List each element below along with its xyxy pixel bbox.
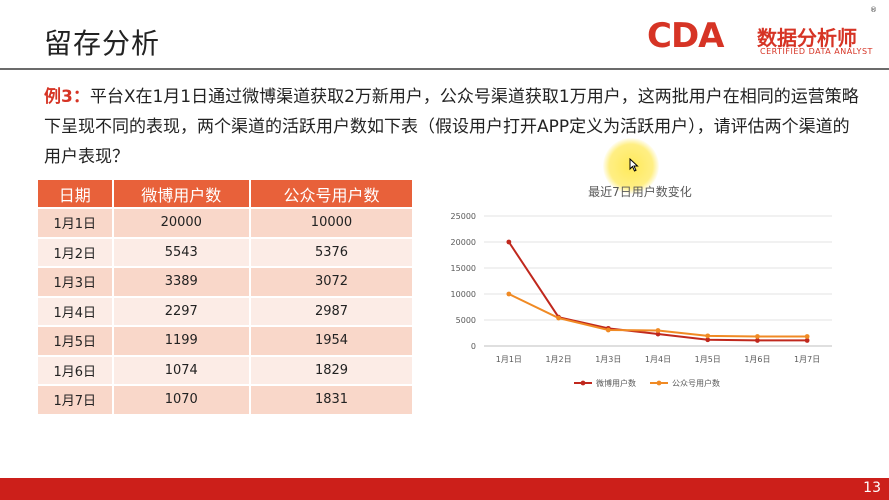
cell-date: 1月7日 (38, 384, 114, 414)
table-row: 1月3日 3389 3072 (38, 266, 412, 297)
table-header-row: 日期 微博用户数 公众号用户数 (38, 180, 412, 208)
y-tick-label: 20000 (451, 238, 476, 247)
header-wechat: 公众号用户数 (249, 180, 412, 208)
cell-wechat: 1829 (249, 354, 412, 385)
legend-marker-0 (580, 380, 586, 386)
x-tick-label: 1月7日 (794, 355, 820, 364)
cell-date: 1月2日 (38, 236, 114, 267)
series-point-1 (755, 334, 760, 339)
x-tick-label: 1月2日 (545, 355, 571, 364)
user-count-table: 日期 微博用户数 公众号用户数 1月1日 20000 10000 1月2日 55… (38, 180, 412, 414)
x-tick-label: 1月5日 (695, 355, 721, 364)
header-weibo: 微博用户数 (112, 180, 251, 208)
header-divider (0, 68, 889, 70)
cell-weibo: 5543 (112, 236, 251, 267)
series-point-1 (804, 334, 810, 339)
line-chart: 最近7日用户数变化 0 5000 10000 15000 20000 25000 1月1日 1月… (451, 184, 832, 388)
logo-chinese: 数据分析师 (757, 26, 857, 50)
legend-label-0: 微博用户数 (596, 378, 636, 388)
cell-date: 1月3日 (38, 266, 114, 297)
y-tick-label: 0 (471, 342, 476, 351)
table-row: 1月2日 5543 5376 (38, 236, 412, 267)
cell-wechat: 5376 (249, 236, 412, 267)
cell-wechat: 3072 (249, 266, 412, 297)
legend-label-1: 公众号用户数 (672, 378, 720, 388)
y-tick-label: 10000 (451, 290, 476, 299)
cell-wechat: 2987 (249, 295, 412, 326)
table-row: 1月1日 20000 10000 (38, 207, 412, 238)
series-point-0 (705, 337, 711, 343)
logo-letters: CDA (647, 16, 724, 56)
cell-date: 1月6日 (38, 354, 114, 385)
cell-weibo: 1074 (112, 354, 251, 385)
cell-date: 1月4日 (38, 295, 114, 326)
series-point-1 (605, 327, 611, 333)
cell-weibo: 20000 (112, 207, 251, 238)
cell-date: 1月5日 (38, 325, 114, 356)
page-number: 13 (863, 480, 881, 496)
x-tick-label: 1月6日 (744, 355, 770, 364)
cell-weibo: 1070 (112, 384, 251, 414)
series-point-0 (804, 338, 810, 343)
cda-logo: CDA 数据分析师 CERTIFIED DATA ANALYST ® (647, 6, 877, 62)
cell-weibo: 2297 (112, 295, 251, 326)
example-text: 平台X在1月1日通过微博渠道获取2万新用户，公众号渠道获取1万用户，这两批用户在… (44, 87, 859, 167)
x-tick-label: 1月4日 (645, 355, 671, 364)
cell-wechat: 1954 (249, 325, 412, 356)
cell-wechat: 1831 (249, 384, 412, 414)
series-point-0 (655, 331, 661, 337)
x-tick-label: 1月3日 (595, 355, 621, 364)
y-tick-label: 5000 (456, 316, 476, 325)
chart-title: 最近7日用户数变化 (588, 184, 692, 199)
series-point-1 (506, 291, 512, 297)
series-point-0 (755, 338, 760, 343)
series-point-1 (655, 328, 661, 333)
legend-marker-1 (656, 380, 662, 386)
table-row: 1月4日 2297 2987 (38, 295, 412, 326)
y-tick-label: 15000 (451, 264, 476, 273)
table-row: 1月7日 1070 1831 (38, 384, 412, 414)
x-tick-label: 1月1日 (496, 355, 522, 364)
logo-english: CERTIFIED DATA ANALYST (760, 47, 873, 56)
series-point-1 (556, 315, 561, 321)
footer-bar: 13 (0, 478, 889, 500)
cell-wechat: 10000 (249, 207, 412, 238)
example-label: 例3： (44, 87, 90, 107)
registered-mark: ® (870, 6, 877, 14)
cell-date: 1月1日 (38, 207, 114, 238)
page-title: 留存分析 (44, 27, 161, 60)
series-point-0 (506, 239, 512, 245)
series-point-1 (705, 333, 711, 339)
cell-weibo: 1199 (112, 325, 251, 356)
mouse-pointer-icon (629, 158, 639, 172)
intro-paragraph: 例3：平台X在1月1日通过微博渠道获取2万新用户，公众号渠道获取1万用户，这两批… (44, 82, 864, 172)
cell-weibo: 3389 (112, 266, 251, 297)
table-row: 1月6日 1074 1829 (38, 354, 412, 385)
series-line-0 (508, 241, 808, 342)
y-tick-label: 25000 (451, 212, 476, 221)
table-row: 1月5日 1199 1954 (38, 325, 412, 356)
header-date: 日期 (38, 180, 114, 208)
